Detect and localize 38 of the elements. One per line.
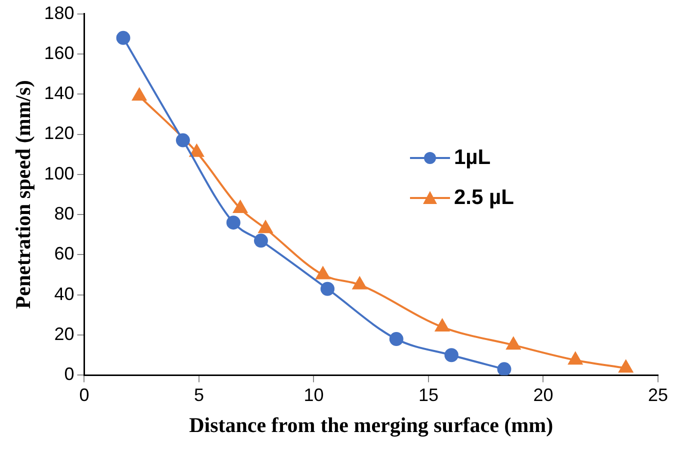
y-tick-label: 80: [54, 204, 74, 224]
y-tick-label: 140: [44, 83, 74, 104]
point: [444, 348, 458, 362]
point: [618, 360, 633, 373]
point: [116, 30, 130, 45]
y-tick-label: 180: [44, 2, 74, 23]
x-tick-label: 15: [418, 384, 439, 405]
legend-label: 2.5 µL: [454, 186, 514, 210]
x-axis-title: Distance from the merging surface (mm): [189, 412, 554, 437]
point: [497, 362, 512, 376]
x-tick-label: 20: [533, 384, 554, 405]
y-tick-label: 160: [44, 42, 74, 63]
point: [254, 234, 268, 248]
point: [316, 266, 330, 280]
y-tick-label: 120: [44, 123, 74, 144]
point: [389, 332, 404, 346]
point: [190, 144, 204, 157]
y-tick-label: 100: [44, 163, 74, 184]
point: [352, 276, 367, 290]
x-tick-label: 0: [79, 384, 90, 405]
point: [176, 133, 190, 148]
point: [233, 200, 248, 214]
x-tick-label: 5: [194, 384, 204, 405]
x-tick-label: 10: [304, 384, 324, 405]
point: [568, 352, 582, 365]
point: [226, 216, 240, 230]
y-axis-title: Penetration speed (mm/s): [11, 80, 36, 309]
point: [435, 319, 450, 332]
y-tick-label: 60: [54, 244, 74, 264]
point: [258, 220, 273, 234]
legend-label: 1µL: [454, 146, 491, 170]
x-tick-label: 25: [648, 384, 668, 405]
y-tick-label: 0: [64, 364, 74, 384]
point: [132, 88, 146, 101]
point: [320, 282, 335, 296]
y-tick-label: 20: [54, 324, 74, 344]
y-tick-label: 40: [54, 284, 74, 304]
point: [506, 337, 520, 350]
